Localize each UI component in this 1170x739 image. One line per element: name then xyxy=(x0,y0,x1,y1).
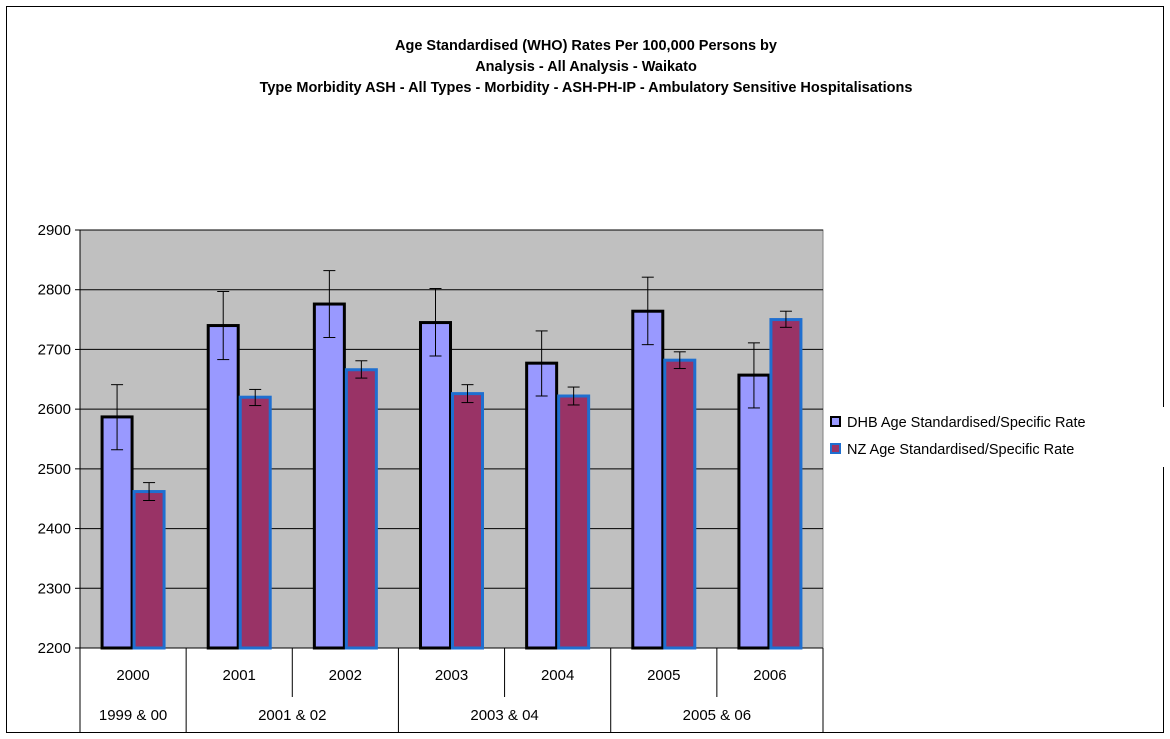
x-tick-label: 2001 xyxy=(223,667,256,684)
bar-dhb xyxy=(525,361,559,650)
bar-dhb xyxy=(419,321,452,650)
x-tick-label: 2002 xyxy=(329,667,362,684)
x-tick-label: 2006 xyxy=(753,667,786,684)
y-tick-label: 2600 xyxy=(38,401,71,418)
x-group-label: 1999 & 00 xyxy=(99,707,167,724)
x-tick-label: 2000 xyxy=(116,667,149,684)
y-tick-label: 2800 xyxy=(38,282,71,299)
x-group-label: 2005 & 06 xyxy=(683,707,751,724)
y-tick-label: 2200 xyxy=(38,640,71,657)
legend-swatch xyxy=(830,416,841,427)
bar-nz xyxy=(769,318,803,650)
chart-title-line-2: Analysis - All Analysis - Waikato xyxy=(475,59,697,75)
bar-nz xyxy=(132,490,166,650)
legend-label: NZ Age Standardised/Specific Rate xyxy=(847,442,1074,458)
bar-nz xyxy=(238,395,272,650)
bar-nz xyxy=(451,392,484,650)
chart-title-line-3: Type Morbidity ASH - All Types - Morbidi… xyxy=(259,80,913,96)
legend-swatch xyxy=(830,443,841,454)
chart-title: Age Standardised (WHO) Rates Per 100,000… xyxy=(7,36,1165,99)
bar-nz xyxy=(344,368,378,650)
bar-dhb xyxy=(312,302,346,650)
chart-title-line-1: Age Standardised (WHO) Rates Per 100,000… xyxy=(395,38,777,54)
bar-dhb xyxy=(631,309,665,650)
x-tick-label: 2004 xyxy=(541,667,574,684)
x-tick-label: 2003 xyxy=(435,667,468,684)
x-group-label: 2003 & 04 xyxy=(470,707,538,724)
y-tick-label: 2900 xyxy=(38,222,71,239)
y-tick-label: 2500 xyxy=(38,461,71,478)
x-tick-label: 2005 xyxy=(647,667,680,684)
x-group-label: 2001 & 02 xyxy=(258,707,326,724)
bar-nz xyxy=(557,394,591,650)
legend-label: DHB Age Standardised/Specific Rate xyxy=(847,415,1086,431)
y-tick-label: 2400 xyxy=(38,521,71,538)
y-tick-label: 2300 xyxy=(38,580,71,597)
bar-nz xyxy=(663,358,697,650)
bar-dhb xyxy=(737,373,771,650)
bar-dhb xyxy=(100,415,134,650)
legend-box xyxy=(825,407,1165,467)
bar-dhb xyxy=(206,324,240,650)
y-tick-label: 2700 xyxy=(38,341,71,358)
